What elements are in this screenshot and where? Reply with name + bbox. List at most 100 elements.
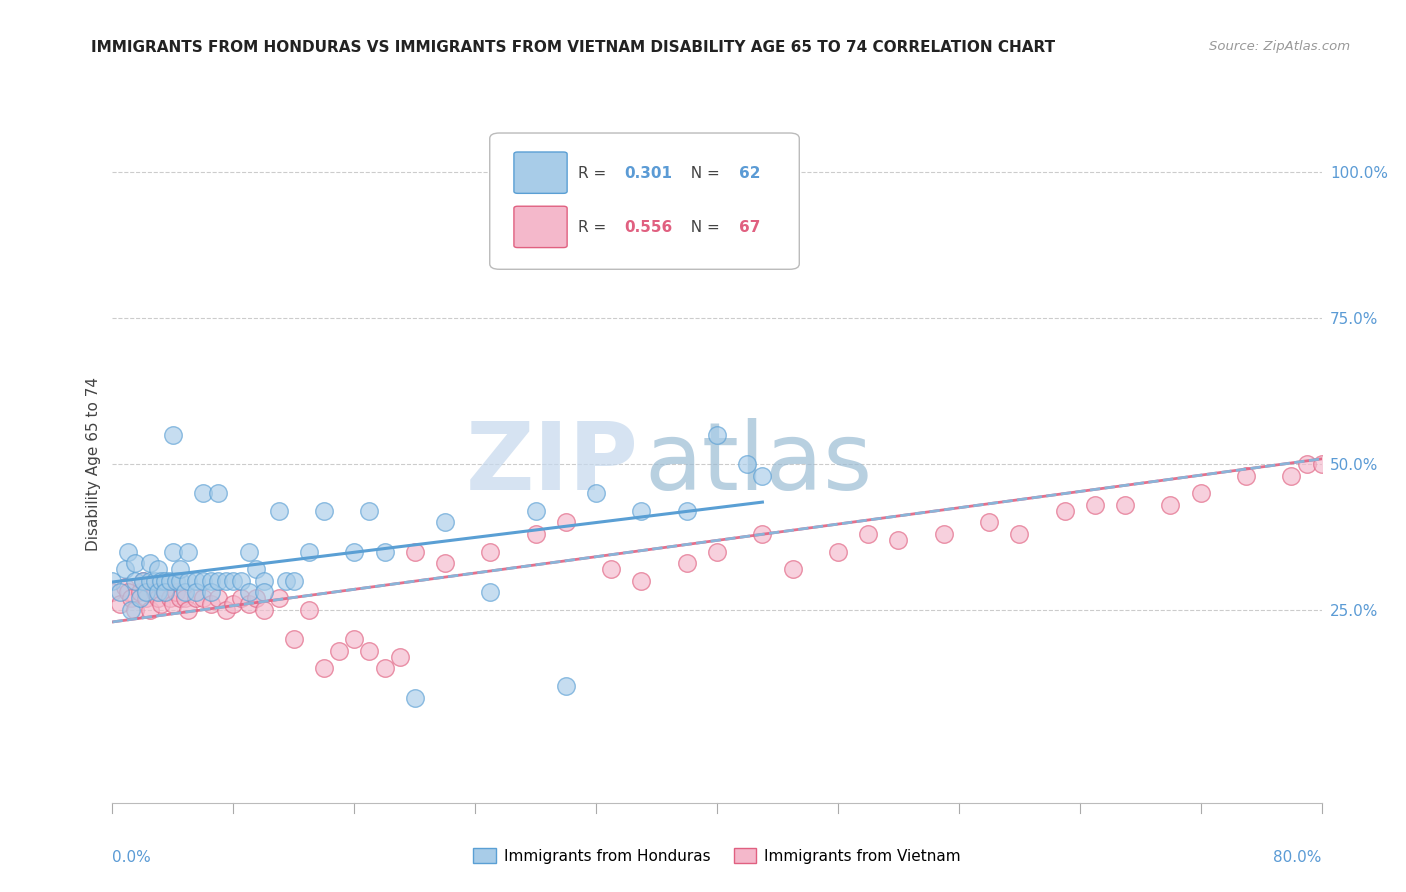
Point bbox=[343, 632, 366, 647]
Point bbox=[433, 556, 456, 570]
Point bbox=[155, 574, 177, 588]
Point bbox=[200, 574, 222, 588]
Point bbox=[215, 603, 238, 617]
Point bbox=[162, 597, 184, 611]
Point bbox=[132, 574, 155, 588]
Point bbox=[1008, 527, 1031, 541]
Point bbox=[267, 503, 290, 517]
Point bbox=[737, 457, 759, 471]
Point bbox=[751, 527, 773, 541]
Point bbox=[374, 661, 396, 675]
Point bbox=[108, 585, 131, 599]
Text: 80.0%: 80.0% bbox=[1274, 850, 1322, 865]
Text: 62: 62 bbox=[738, 166, 761, 181]
Point bbox=[114, 580, 136, 594]
Text: N =: N = bbox=[681, 220, 724, 235]
Point bbox=[135, 591, 157, 606]
Point bbox=[155, 585, 177, 599]
Point bbox=[283, 574, 305, 588]
Point bbox=[359, 644, 381, 658]
Point bbox=[782, 562, 804, 576]
Point bbox=[253, 574, 276, 588]
Point bbox=[191, 574, 214, 588]
Point bbox=[162, 544, 184, 558]
Point bbox=[1053, 503, 1076, 517]
Point bbox=[184, 585, 207, 599]
Point bbox=[207, 591, 229, 606]
Point bbox=[751, 468, 773, 483]
Point bbox=[149, 597, 172, 611]
Point bbox=[229, 591, 252, 606]
Point bbox=[117, 544, 139, 558]
Point bbox=[124, 556, 146, 570]
Point bbox=[827, 544, 849, 558]
Point bbox=[343, 544, 366, 558]
Point bbox=[139, 556, 162, 570]
Point bbox=[238, 585, 260, 599]
Text: R =: R = bbox=[578, 166, 612, 181]
Point bbox=[374, 544, 396, 558]
Point bbox=[433, 516, 456, 530]
Point bbox=[184, 591, 207, 606]
Point bbox=[177, 544, 200, 558]
Point bbox=[404, 690, 426, 705]
Point bbox=[155, 585, 177, 599]
Point bbox=[359, 503, 381, 517]
Point bbox=[222, 574, 245, 588]
Point bbox=[267, 591, 290, 606]
Point bbox=[128, 591, 150, 606]
Point bbox=[1310, 457, 1333, 471]
Text: 67: 67 bbox=[738, 220, 761, 235]
Point bbox=[124, 574, 146, 588]
Point bbox=[159, 591, 181, 606]
Point bbox=[128, 585, 150, 599]
Point bbox=[1340, 164, 1362, 178]
Point bbox=[174, 585, 197, 599]
Point bbox=[887, 533, 910, 547]
Point bbox=[191, 486, 214, 500]
Point bbox=[524, 527, 547, 541]
Point bbox=[177, 574, 200, 588]
Point bbox=[1279, 468, 1302, 483]
Point bbox=[108, 597, 131, 611]
Point bbox=[169, 591, 191, 606]
Point bbox=[706, 427, 728, 442]
Point bbox=[174, 591, 197, 606]
Point bbox=[404, 544, 426, 558]
Point bbox=[207, 574, 229, 588]
Point bbox=[314, 661, 336, 675]
Text: 0.556: 0.556 bbox=[624, 220, 672, 235]
Point bbox=[222, 597, 245, 611]
Y-axis label: Disability Age 65 to 74: Disability Age 65 to 74 bbox=[86, 376, 101, 551]
Point bbox=[132, 574, 155, 588]
FancyBboxPatch shape bbox=[489, 133, 799, 269]
Point bbox=[120, 603, 142, 617]
Point bbox=[238, 597, 260, 611]
Point bbox=[245, 591, 267, 606]
Point bbox=[1189, 486, 1212, 500]
Point bbox=[630, 574, 652, 588]
Point bbox=[479, 544, 502, 558]
Point bbox=[200, 585, 222, 599]
Point bbox=[165, 574, 187, 588]
Point bbox=[298, 544, 321, 558]
Point bbox=[675, 556, 697, 570]
Point bbox=[276, 574, 298, 588]
Point bbox=[932, 527, 955, 541]
Point bbox=[388, 649, 411, 664]
Point bbox=[101, 585, 124, 599]
FancyBboxPatch shape bbox=[515, 152, 567, 194]
Point bbox=[524, 503, 547, 517]
Point bbox=[143, 585, 166, 599]
Point bbox=[139, 574, 162, 588]
Point bbox=[600, 562, 623, 576]
Point bbox=[120, 591, 142, 606]
Point bbox=[238, 544, 260, 558]
Point bbox=[253, 585, 276, 599]
Point bbox=[101, 574, 124, 588]
Point bbox=[706, 544, 728, 558]
Point bbox=[554, 679, 576, 693]
Point bbox=[177, 603, 200, 617]
Text: IMMIGRANTS FROM HONDURAS VS IMMIGRANTS FROM VIETNAM DISABILITY AGE 65 TO 74 CORR: IMMIGRANTS FROM HONDURAS VS IMMIGRANTS F… bbox=[91, 40, 1056, 55]
Text: 0.0%: 0.0% bbox=[112, 850, 152, 865]
